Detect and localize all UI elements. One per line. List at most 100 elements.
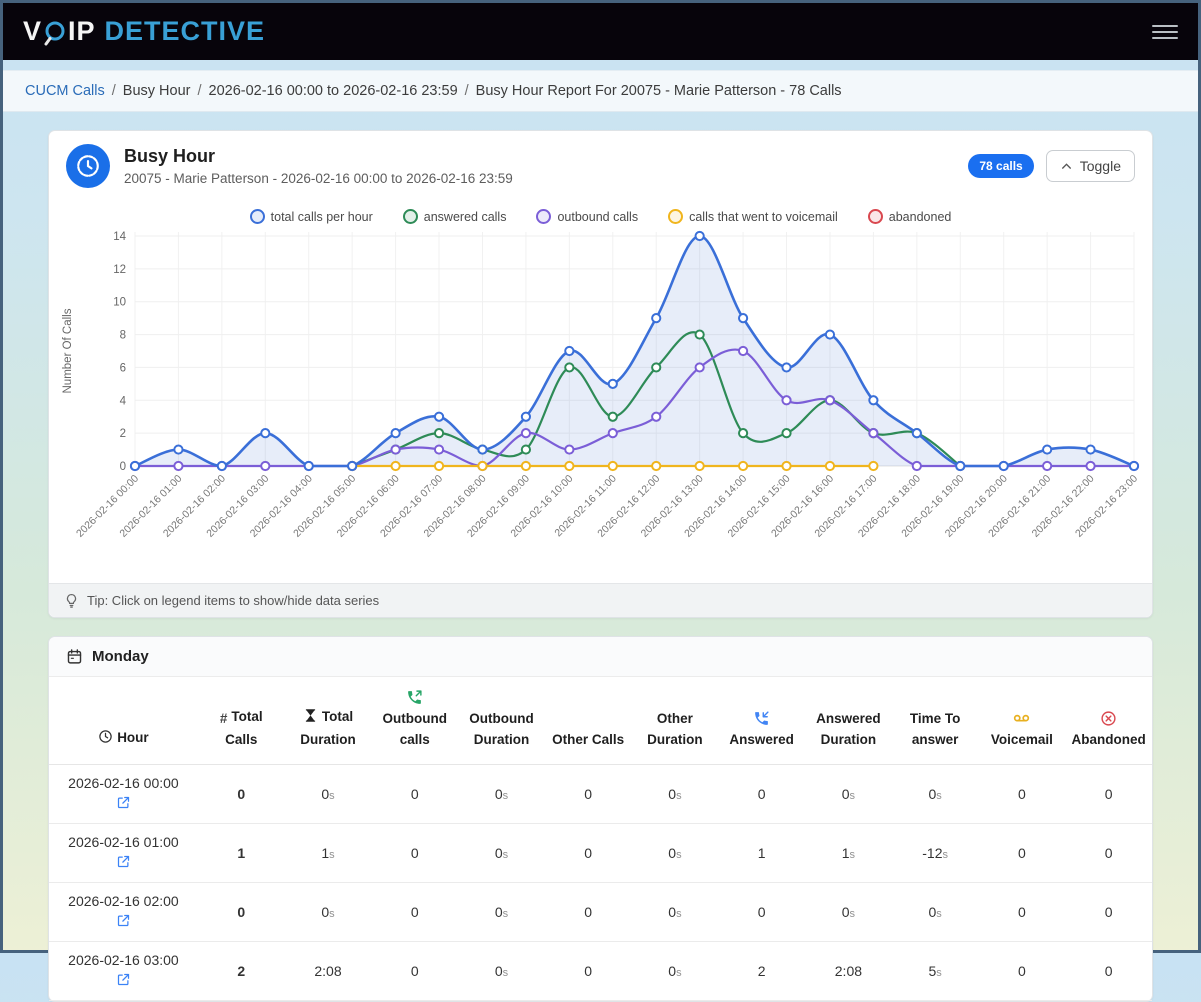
breadcrumb-item-0[interactable]: CUCM Calls (25, 83, 105, 99)
column-header-6: Other Duration (632, 677, 719, 764)
external-link-icon[interactable] (116, 972, 131, 990)
data-point (174, 445, 182, 453)
data-point (782, 363, 790, 371)
legend-item-1[interactable]: answered calls (403, 209, 507, 224)
data-point (869, 462, 877, 470)
data-point (1043, 445, 1051, 453)
tip-text: Tip: Click on legend items to show/hide … (87, 593, 379, 608)
hash-icon: # (220, 709, 228, 730)
svg-text:14: 14 (113, 231, 126, 243)
svg-text:6: 6 (120, 362, 126, 374)
table-row: 2026-02-16 02:00 00s00s00s00s0s00 (49, 882, 1152, 941)
legend-dot-icon (536, 209, 551, 224)
data-point (261, 462, 269, 470)
data-point (218, 462, 226, 470)
value-cell: 0s (892, 882, 979, 941)
value-cell: 0 (979, 941, 1066, 1000)
external-link-icon[interactable] (116, 913, 131, 931)
data-point (652, 413, 660, 421)
magnifier-icon (43, 20, 67, 46)
day-header: Monday (49, 637, 1152, 677)
external-link-icon (116, 854, 131, 869)
column-header-7: Answered (718, 677, 805, 764)
value-cell: 0s (805, 764, 892, 823)
data-point (435, 462, 443, 470)
hourglass-icon (303, 708, 318, 723)
value-cell: 0s (458, 764, 545, 823)
value-cell: 0 (545, 823, 632, 882)
lightbulb-icon (64, 593, 79, 608)
value-cell: 0s (632, 941, 719, 1000)
clock-badge-icon (66, 144, 110, 188)
value-cell: 0s (458, 823, 545, 882)
value-cell: 0 (545, 764, 632, 823)
data-point (435, 445, 443, 453)
data-point (522, 429, 530, 437)
value-cell: 0 (718, 764, 805, 823)
value-cell: 0 (1065, 764, 1152, 823)
toggle-button[interactable]: Toggle (1046, 150, 1135, 182)
value-cell: 2 (198, 941, 285, 1000)
value-cell: 0s (458, 941, 545, 1000)
series-area-0 (135, 236, 1134, 466)
external-link-icon (116, 972, 131, 987)
data-point (739, 429, 747, 437)
value-cell: 0 (979, 823, 1066, 882)
data-point (522, 462, 530, 470)
value-cell: 0 (545, 941, 632, 1000)
data-point (869, 396, 877, 404)
page-subtitle: 20075 - Marie Patterson - 2026-02-16 00:… (124, 171, 513, 186)
data-point (565, 462, 573, 470)
value-cell: 0 (1065, 941, 1152, 1000)
value-cell: 0s (458, 882, 545, 941)
legend-label: total calls per hour (271, 210, 373, 224)
legend-label: outbound calls (557, 210, 638, 224)
data-point (826, 330, 834, 338)
legend-item-2[interactable]: outbound calls (536, 209, 638, 224)
data-point (392, 429, 400, 437)
column-header-3: Outbound calls (371, 677, 458, 764)
legend-item-3[interactable]: calls that went to voicemail (668, 209, 838, 224)
legend-item-4[interactable]: abandoned (868, 209, 952, 224)
data-point (565, 363, 573, 371)
value-cell: 5s (892, 941, 979, 1000)
value-cell: 1 (198, 823, 285, 882)
legend-label: calls that went to voicemail (689, 210, 838, 224)
logo-text-ip: IP (68, 16, 96, 47)
hour-value: 2026-02-16 03:00 (53, 952, 194, 968)
external-link-icon[interactable] (116, 795, 131, 813)
data-point (696, 363, 704, 371)
day-table-card: Monday Hour#Total CallsTotal DurationOut… (48, 636, 1153, 1002)
abandoned-icon (1100, 710, 1117, 727)
calls-count-badge: 78 calls (968, 154, 1033, 178)
legend-item-0[interactable]: total calls per hour (250, 209, 373, 224)
data-point (609, 380, 617, 388)
hamburger-menu-icon[interactable] (1152, 25, 1178, 39)
toggle-label: Toggle (1080, 158, 1121, 174)
value-cell: 0 (371, 764, 458, 823)
column-header-1: #Total Calls (198, 677, 285, 764)
value-cell: 2:08 (285, 941, 372, 1000)
chart-area: 02468101214Number Of Calls2026-02-16 00:… (49, 226, 1152, 583)
data-point (305, 462, 313, 470)
hour-value: 2026-02-16 00:00 (53, 775, 194, 791)
svg-text:12: 12 (113, 264, 126, 276)
phone-in-icon (753, 710, 770, 727)
hour-value: 2026-02-16 01:00 (53, 834, 194, 850)
breadcrumb-item-3: Busy Hour Report For 20075 - Marie Patte… (476, 83, 842, 99)
data-point (392, 445, 400, 453)
svg-text:2: 2 (120, 428, 126, 440)
external-link-icon (116, 795, 131, 810)
breadcrumb-item-2: 2026-02-16 00:00 to 2026-02-16 23:59 (209, 83, 458, 99)
data-point (826, 462, 834, 470)
value-cell: 0 (545, 882, 632, 941)
data-point (696, 462, 704, 470)
external-link-icon[interactable] (116, 854, 131, 872)
breadcrumb: CUCM Calls/Busy Hour/2026-02-16 00:00 to… (3, 70, 1198, 112)
column-header-2: Total Duration (285, 677, 372, 764)
value-cell: 0s (632, 764, 719, 823)
data-point (739, 314, 747, 322)
hour-value: 2026-02-16 02:00 (53, 893, 194, 909)
legend-label: abandoned (889, 210, 952, 224)
data-point (652, 314, 660, 322)
